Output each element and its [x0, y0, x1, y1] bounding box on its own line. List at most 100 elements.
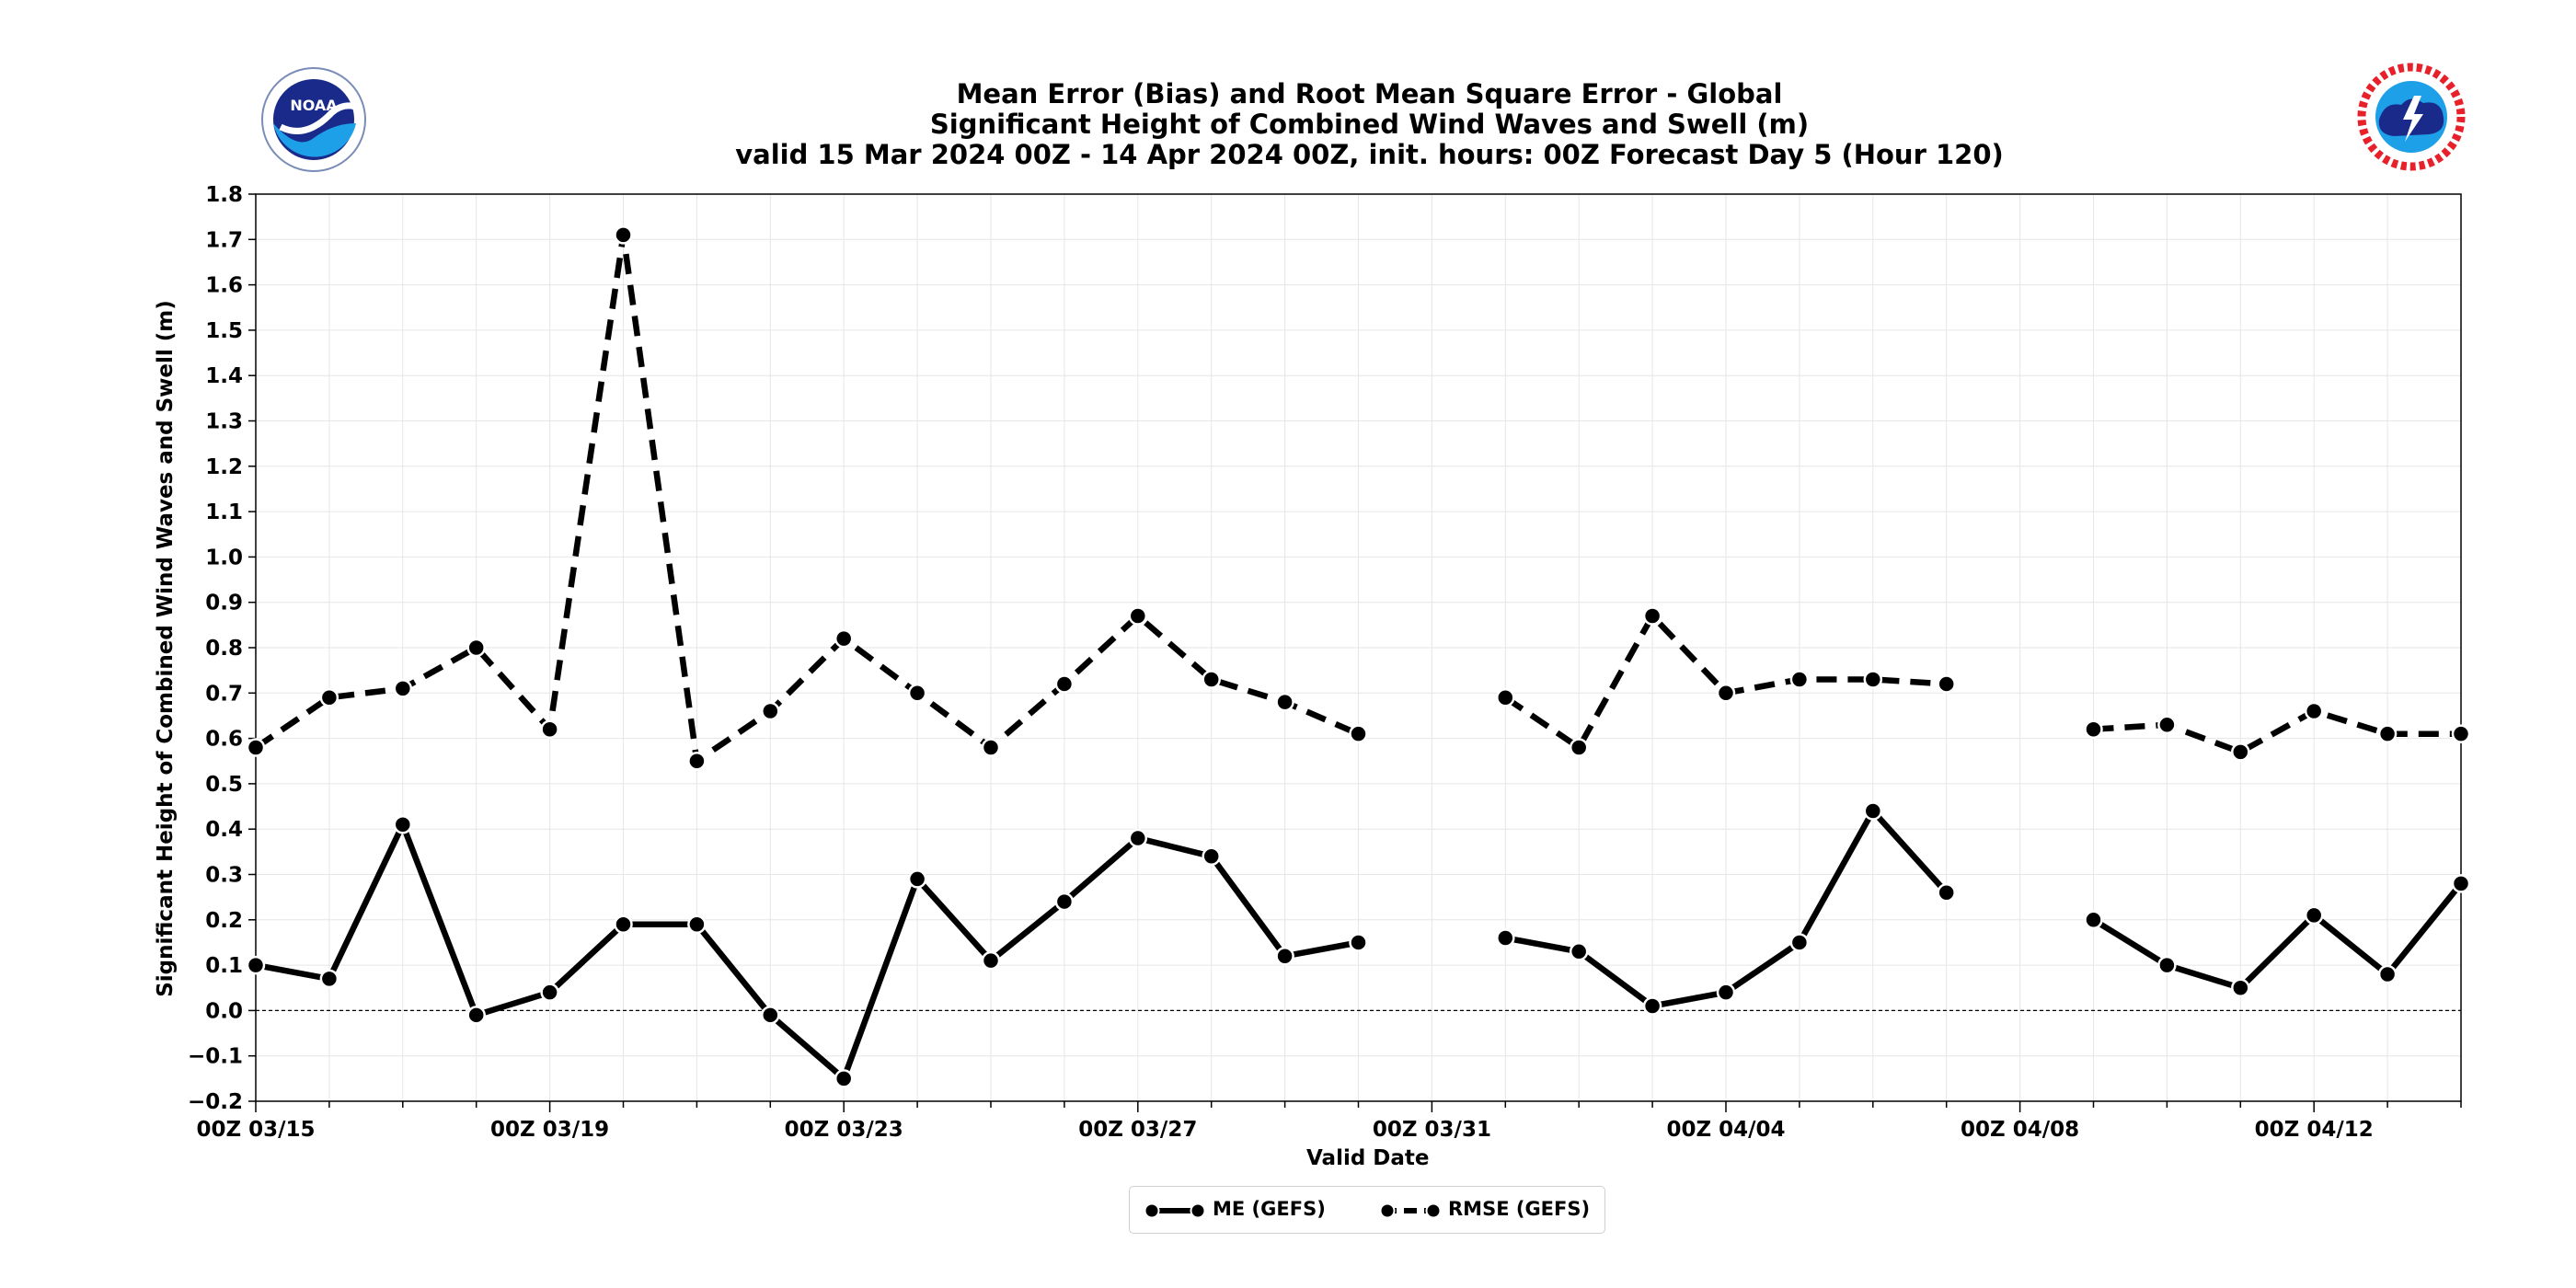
legend-label-rmse: RMSE (GEFS): [1448, 1198, 1591, 1220]
y-tick-label: −0.1: [188, 1045, 243, 1069]
y-tick-label: 0.0: [205, 999, 243, 1023]
y-tick-label: 0.2: [205, 909, 243, 933]
y-tick-label: 0.6: [205, 728, 243, 752]
y-tick-label: 1.4: [205, 364, 243, 388]
data-point-me: [1202, 846, 1221, 867]
data-point-me: [1128, 828, 1148, 848]
data-point-rmse: [761, 701, 780, 721]
data-point-me: [2084, 910, 2103, 930]
data-point-rmse: [319, 687, 339, 707]
legend-label-me: ME (GEFS): [1213, 1198, 1326, 1220]
data-point-rmse: [466, 638, 486, 658]
data-point-rmse: [1202, 670, 1221, 689]
data-point-me: [834, 1069, 854, 1088]
y-tick-label: −0.2: [188, 1090, 243, 1114]
data-point-me: [1716, 983, 1736, 1002]
legend-item-rmse: RMSE (GEFS): [1378, 1187, 1599, 1235]
series-line-me: [2091, 881, 2464, 992]
y-tick-label: 1.5: [205, 319, 243, 343]
data-point-rmse: [2231, 742, 2250, 762]
y-axis-title: Significant Height of Combined Wind Wave…: [154, 300, 178, 997]
series-line-me: [255, 822, 1360, 1082]
x-tick-label: 00Z 04/08: [1961, 1118, 2079, 1142]
data-point-rmse: [2377, 724, 2398, 743]
data-point-rmse: [1789, 670, 1810, 689]
noaa-logo-text: NOAA: [290, 97, 338, 114]
y-tick-label: 0.5: [205, 773, 243, 797]
data-point-me: [2157, 955, 2177, 975]
data-point-me: [614, 914, 633, 934]
y-tick-label: 1.6: [205, 274, 243, 298]
data-point-me: [2231, 978, 2250, 997]
data-point-rmse: [907, 684, 927, 703]
series-line-rmse: [254, 232, 1360, 765]
data-point-rmse: [1054, 674, 1075, 694]
chart-title: Mean Error (Bias) and Root Mean Square E…: [0, 79, 2576, 170]
data-point-rmse: [2304, 701, 2324, 721]
legend-swatch-rmse: [1379, 1202, 1442, 1219]
data-point-me: [1275, 946, 1294, 966]
legend-swatch-me: [1144, 1202, 1206, 1219]
y-tick-label: 0.3: [205, 864, 243, 888]
data-point-rmse: [614, 225, 633, 245]
x-tick-label: 00Z 04/12: [2255, 1118, 2374, 1142]
title-line-1: Mean Error (Bias) and Root Mean Square E…: [956, 78, 1783, 109]
data-point-rmse: [393, 679, 413, 698]
data-point-me: [1569, 942, 1589, 961]
data-point-me: [1496, 928, 1515, 948]
series-line-rmse: [2093, 707, 2461, 755]
title-line-3: valid 15 Mar 2024 00Z - 14 Apr 2024 00Z,…: [735, 139, 2004, 170]
y-tick-label: 1.3: [205, 410, 243, 434]
y-tick-label: 1.8: [205, 183, 243, 207]
data-point-rmse: [1275, 692, 1294, 712]
title-line-2: Significant Height of Combined Wind Wave…: [929, 109, 1810, 140]
y-tick-label: 1.0: [205, 546, 243, 569]
y-tick-label: 1.7: [205, 228, 243, 252]
y-tick-label: 0.1: [205, 954, 243, 978]
data-point-me: [2304, 905, 2324, 926]
data-point-rmse: [1349, 724, 1368, 743]
data-point-rmse: [2451, 724, 2471, 743]
data-point-me: [981, 950, 1001, 971]
data-point-rmse: [834, 628, 854, 649]
x-tick-label: 00Z 03/31: [1373, 1118, 1491, 1142]
data-point-me: [1863, 801, 1883, 821]
x-axis-title: Valid Date: [1306, 1146, 1430, 1170]
x-tick-label: 00Z 03/23: [785, 1118, 903, 1142]
data-point-me: [2451, 874, 2471, 893]
y-tick-label: 0.4: [205, 818, 243, 842]
data-point-rmse: [981, 738, 1001, 757]
data-point-rmse: [1569, 738, 1589, 757]
data-point-me: [319, 969, 339, 989]
data-point-rmse: [1642, 606, 1662, 626]
data-point-me: [761, 1006, 780, 1025]
data-point-me: [1789, 933, 1810, 952]
data-point-me: [1054, 891, 1075, 912]
data-point-rmse: [2084, 719, 2103, 739]
legend-item-me: ME (GEFS): [1143, 1187, 1345, 1235]
data-point-me: [1642, 996, 1662, 1016]
x-tick-label: 00Z 04/04: [1666, 1118, 1785, 1142]
data-point-rmse: [1128, 606, 1148, 626]
data-point-me: [1937, 882, 1956, 903]
y-tick-label: 1.1: [205, 500, 243, 524]
data-point-rmse: [246, 738, 266, 757]
nws-logo: [2357, 63, 2466, 171]
noaa-logo: NOAA: [261, 67, 366, 172]
data-point-rmse: [2157, 715, 2177, 735]
data-point-rmse: [1937, 674, 1956, 694]
data-point-me: [907, 869, 927, 889]
data-point-me: [466, 1006, 486, 1025]
y-tick-label: 0.9: [205, 592, 243, 615]
data-point-rmse: [1496, 687, 1515, 707]
x-tick-label: 00Z 03/27: [1078, 1118, 1197, 1142]
data-point-me: [687, 914, 707, 934]
data-point-rmse: [1863, 670, 1883, 689]
x-tick-label: 00Z 03/19: [490, 1118, 609, 1142]
data-point-me: [540, 983, 559, 1002]
data-point-me: [393, 815, 413, 834]
data-point-me: [1349, 933, 1368, 952]
y-tick-label: 0.8: [205, 637, 243, 661]
legend: ME (GEFS) RMSE (GEFS): [1129, 1186, 1605, 1234]
